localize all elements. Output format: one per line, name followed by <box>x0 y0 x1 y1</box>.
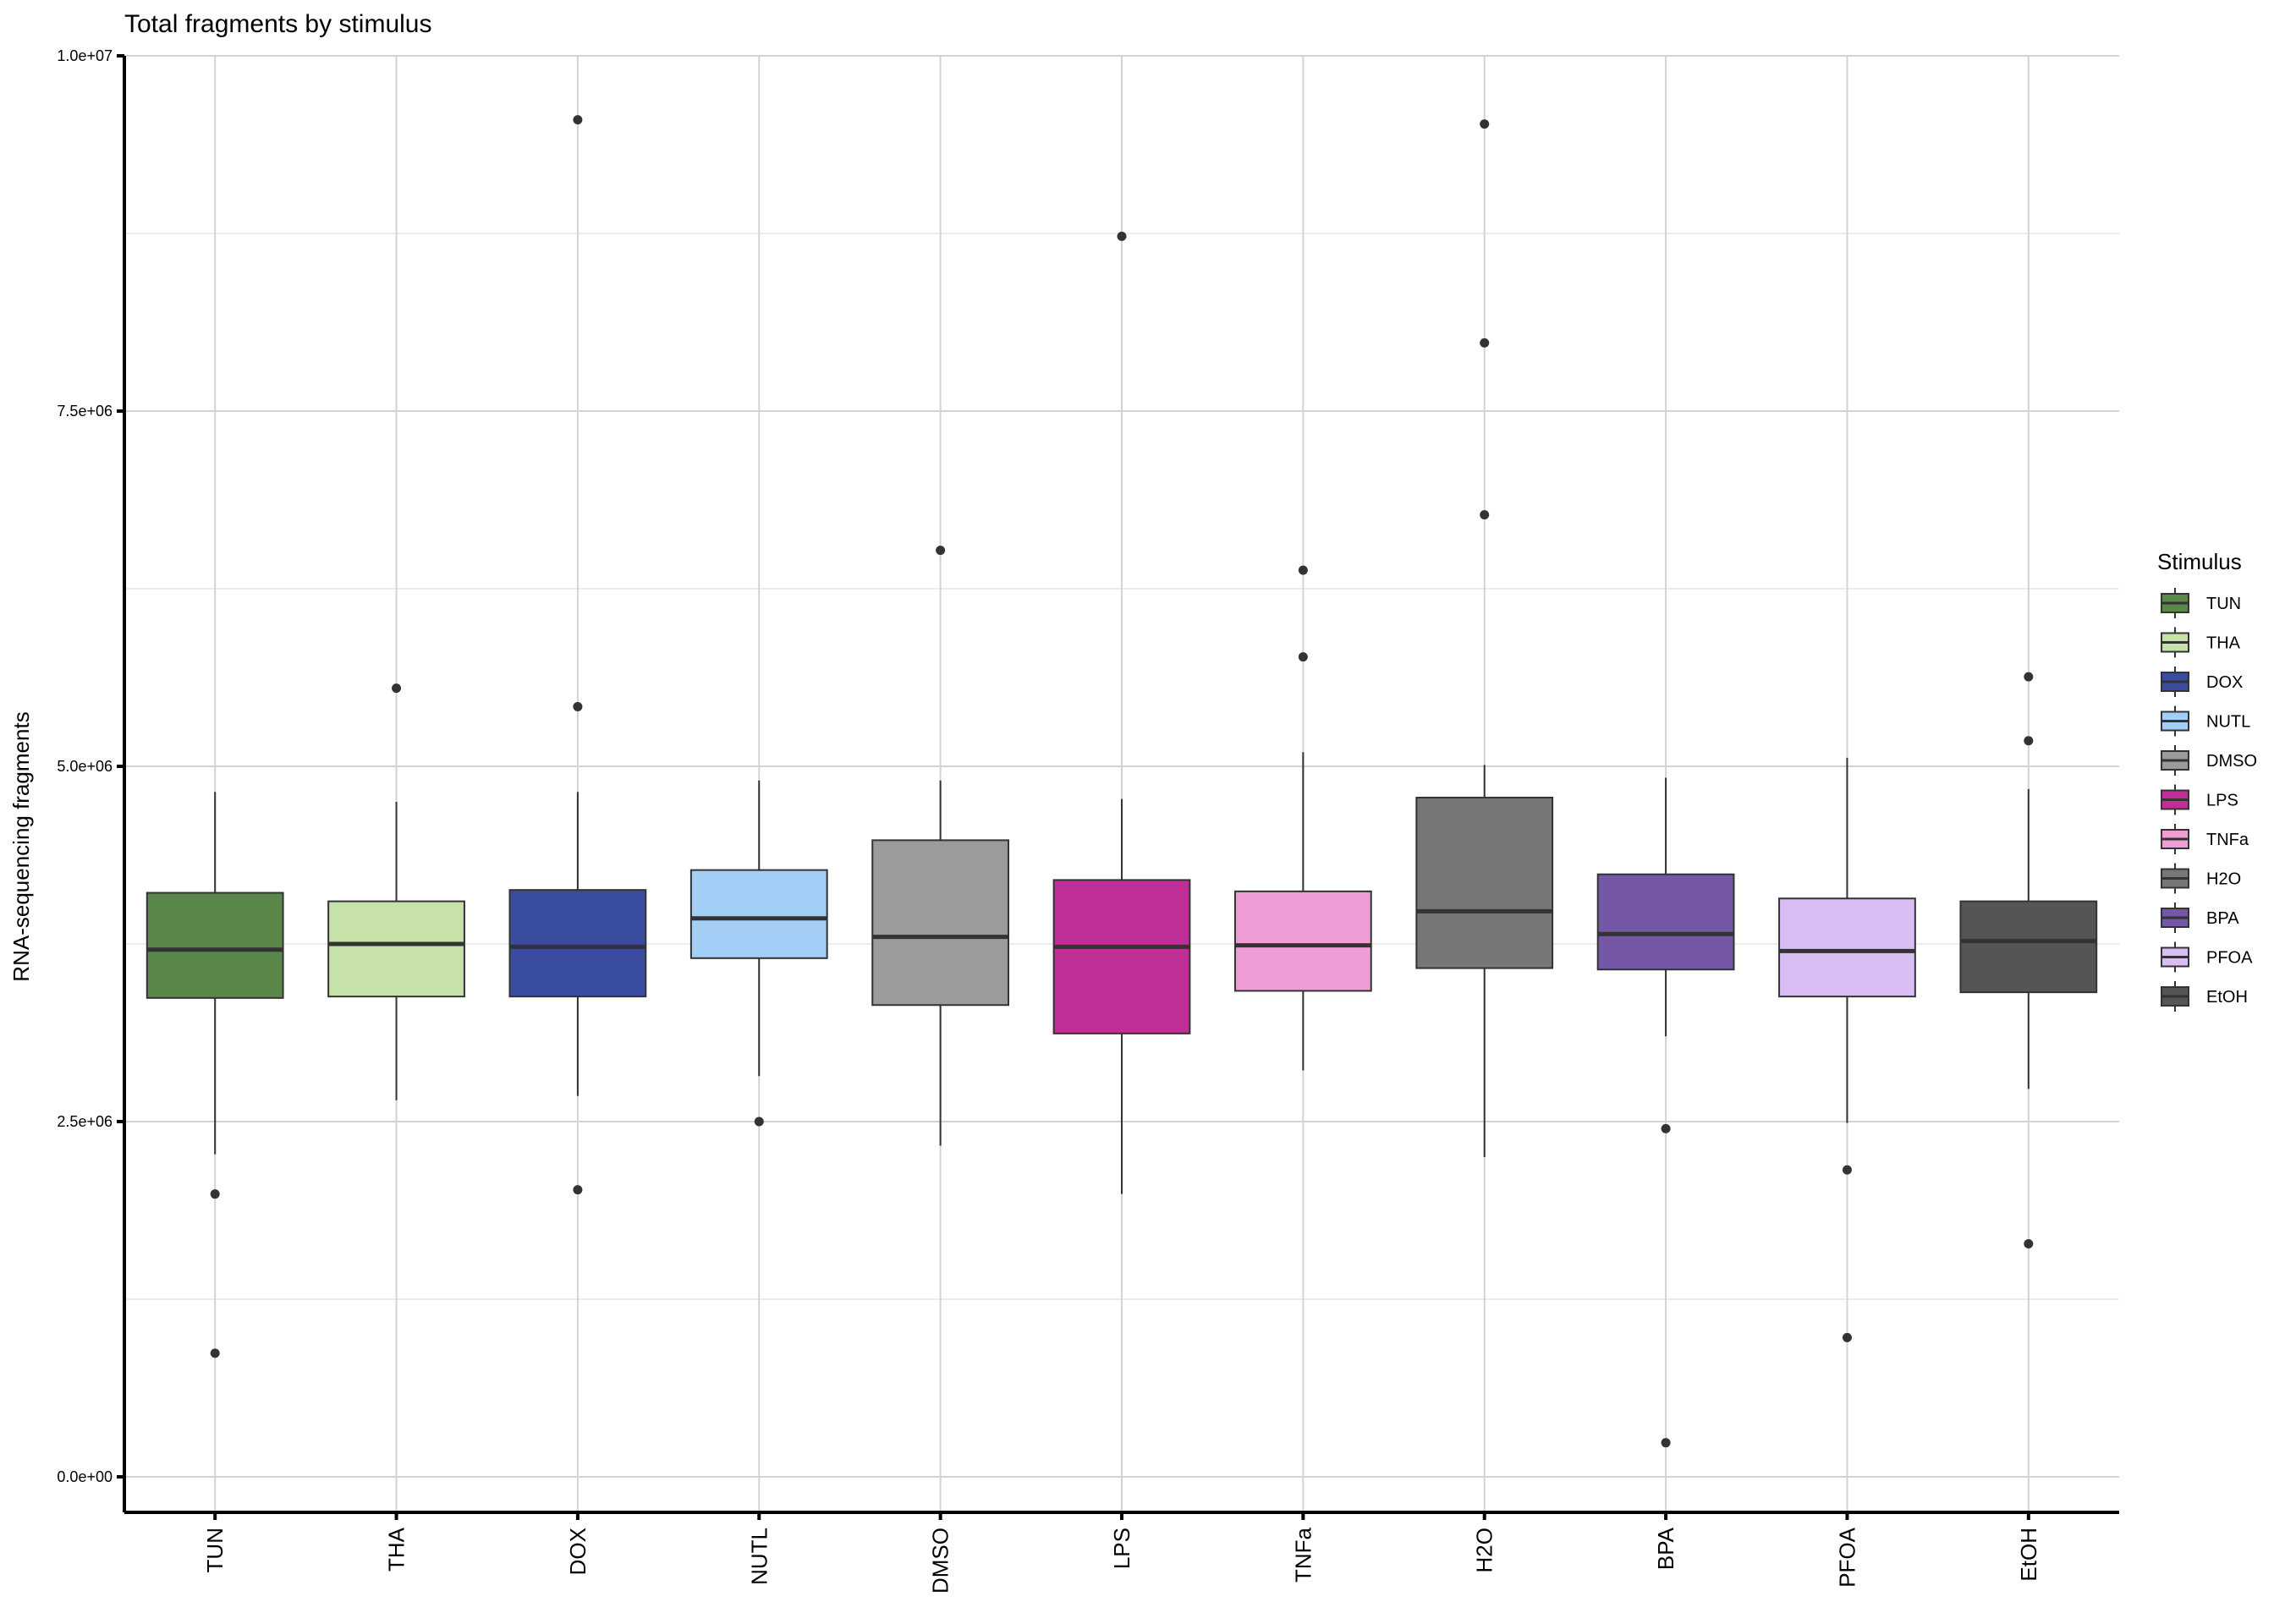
box-dox <box>508 115 647 1195</box>
y-tick-label: 7.5e+06 <box>57 403 113 420</box>
box-iqr <box>689 869 828 959</box>
box-tnfa <box>1233 565 1372 1071</box>
legend-label: LPS <box>2206 792 2238 810</box>
outlier-point-2 <box>1480 510 1490 520</box>
outlier-point-0 <box>754 1116 764 1127</box>
box-layer <box>146 115 2098 1448</box>
x-tick-label: BPA <box>1653 1527 1678 1570</box>
box-iqr <box>327 900 465 998</box>
legend-label: BPA <box>2206 909 2239 928</box>
outlier-point-1 <box>2024 736 2034 746</box>
box-pfoa <box>1778 757 1916 1342</box>
outlier-point-1 <box>210 1348 220 1358</box>
box-iqr <box>1778 897 1916 998</box>
box-iqr <box>1052 879 1191 1034</box>
legend-label: H2O <box>2206 870 2241 889</box>
x-tick-label: EtOH <box>2016 1528 2041 1582</box>
legend-label: PFOA <box>2206 949 2253 968</box>
outlier-point-0 <box>1842 1165 1852 1175</box>
x-tick-label: DMSO <box>928 1528 953 1594</box>
box-iqr <box>146 892 284 999</box>
box-iqr <box>871 839 1010 1007</box>
box-bpa <box>1596 777 1735 1448</box>
x-tick-label: TUN <box>202 1528 228 1572</box>
box-nutl <box>689 780 828 1127</box>
outlier-point-0 <box>1117 231 1127 241</box>
box-h2o <box>1415 119 1554 1157</box>
legend-item-nutl: NUTL <box>2161 705 2250 737</box>
y-tick-label: 1.0e+07 <box>57 47 113 64</box>
x-tick-label: H2O <box>1472 1528 1497 1572</box>
legend-item-h2o: H2O <box>2161 863 2241 894</box>
legend-item-bpa: BPA <box>2161 903 2239 933</box>
legend-label: DMSO <box>2206 752 2257 771</box>
legend-item-pfoa: PFOA <box>2161 941 2253 973</box>
outlier-point-0 <box>210 1189 220 1199</box>
outlier-point-1 <box>1661 1438 1671 1448</box>
legend-label: TNFa <box>2206 831 2249 849</box>
legend-item-tha: THA <box>2161 627 2241 658</box>
x-tick-label: LPS <box>1109 1528 1134 1569</box>
box-lps <box>1052 231 1191 1194</box>
legend-item-lps: LPS <box>2161 784 2238 815</box>
box-tha <box>327 683 465 1100</box>
x-tick-label: NUTL <box>746 1528 772 1585</box>
outlier-point-1 <box>1298 652 1308 662</box>
y-tick-label: 2.5e+06 <box>57 1113 113 1130</box>
outlier-point-1 <box>1842 1332 1852 1342</box>
legend-item-tnfa: TNFa <box>2161 824 2249 854</box>
box-dmso <box>871 546 1010 1146</box>
box-tun <box>146 792 284 1358</box>
outlier-point-0 <box>2024 672 2034 682</box>
legend-item-dox: DOX <box>2161 667 2243 697</box>
outlier-point-0 <box>1298 565 1308 575</box>
x-tick-label: PFOA <box>1834 1527 1859 1587</box>
y-tick-label: 0.0e+00 <box>57 1468 113 1485</box>
box-iqr <box>1596 873 1735 971</box>
box-etoh <box>1959 672 2098 1248</box>
box-iqr <box>1415 796 1554 969</box>
outlier-point-2 <box>573 1185 583 1195</box>
outlier-point-0 <box>1480 119 1490 129</box>
chart-title: Total fragments by stimulus <box>124 10 431 38</box>
legend-label: TUN <box>2206 595 2241 613</box>
outlier-point-1 <box>1480 337 1490 348</box>
outlier-point-2 <box>2024 1238 2034 1248</box>
box-iqr <box>508 889 647 998</box>
outlier-point-1 <box>573 701 583 711</box>
box-iqr <box>1233 890 1372 992</box>
legend-title: Stimulus <box>2157 549 2242 574</box>
outlier-point-0 <box>392 683 402 694</box>
outlier-point-0 <box>936 546 946 556</box>
x-tick-label: TNFa <box>1290 1527 1316 1583</box>
outlier-point-0 <box>1661 1123 1671 1133</box>
legend: Stimulus TUN THA DOX NUTL DMSO LPS TNFa H2O BPA PF… <box>2157 549 2257 1012</box>
axes: 0.0e+00 2.5e+06 5.0e+06 7.5e+06 1.0e+07 TUN TH… <box>57 47 2119 1594</box>
legend-label: THA <box>2206 634 2241 653</box>
y-axis-title: RNA-sequencing fragments <box>8 711 34 981</box>
legend-item-etoh: EtOH <box>2161 981 2248 1012</box>
x-tick-label: DOX <box>565 1528 590 1575</box>
y-tick-label: 5.0e+06 <box>57 758 113 775</box>
legend-label: DOX <box>2206 673 2243 692</box>
legend-item-tun: TUN <box>2161 588 2241 618</box>
x-tick-label: THA <box>384 1527 409 1572</box>
box-iqr <box>1959 900 2098 994</box>
outlier-point-0 <box>573 115 583 125</box>
legend-item-dmso: DMSO <box>2161 745 2257 776</box>
legend-label: EtOH <box>2206 988 2248 1007</box>
legend-label: NUTL <box>2206 713 2250 732</box>
